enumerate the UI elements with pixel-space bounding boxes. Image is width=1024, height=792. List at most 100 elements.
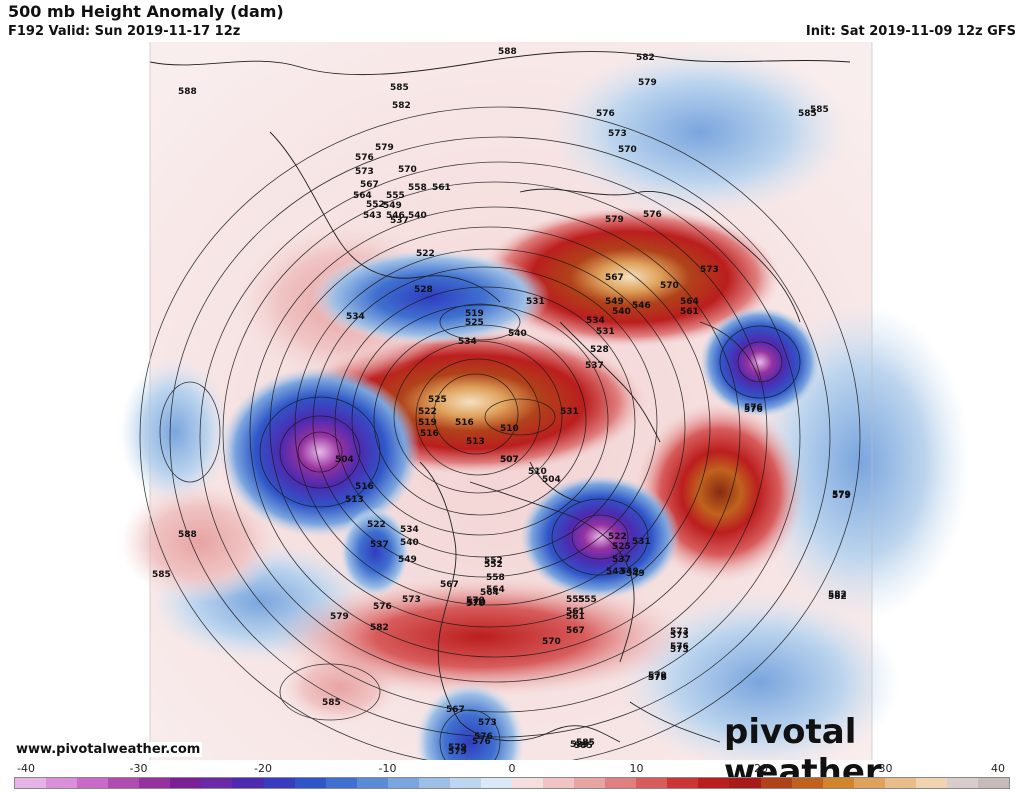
contour-label: 537 [612, 555, 631, 565]
contour-label: 585 [152, 570, 171, 580]
contour-label: 573 [402, 595, 421, 605]
anomaly-blue-northeast [550, 47, 850, 217]
contour-label: 528 [590, 345, 609, 355]
contour-label: 555 [578, 595, 597, 605]
colorbar-swatch [636, 778, 668, 788]
contour-label: 579 [375, 143, 394, 153]
contour-label: 576 [355, 153, 374, 163]
contour-label: 585 [576, 738, 595, 748]
contour-label: 567 [440, 580, 459, 590]
colorbar-strip [14, 777, 1010, 789]
contour-label: 567 [360, 180, 379, 190]
contour-label: 525 [428, 395, 447, 405]
contour-label: 531 [526, 297, 545, 307]
contour-label: 531 [596, 327, 615, 337]
colorbar-swatch [387, 778, 419, 788]
colorbar-tick-label: 40 [991, 762, 1005, 775]
anomaly-pink-far-west [120, 482, 280, 602]
contour-label: 513 [345, 495, 364, 505]
contour-label: 516 [355, 482, 374, 492]
contour-label: 570 [618, 145, 637, 155]
colorbar-swatch [605, 778, 637, 788]
contour-label: 585 [810, 105, 829, 115]
contour-label: 588 [178, 87, 197, 97]
contour-label: 516 [455, 418, 474, 428]
colorbar-swatch [263, 778, 295, 788]
contour-label: 582 [392, 101, 411, 111]
colorbar-swatch [108, 778, 140, 788]
contour-label: 507 [500, 455, 519, 465]
colorbar-tick-label: 0 [508, 762, 516, 775]
contour-label: 579 [448, 747, 467, 757]
contour-label: 552 [484, 556, 503, 566]
contour-label: 522 [416, 249, 435, 259]
contour-label: 576 [648, 673, 667, 683]
contour-label: 540 [400, 538, 419, 548]
colorbar-tick-label: 30 [878, 762, 893, 775]
contour-label: 504 [335, 455, 354, 465]
contour-label: 549 [383, 201, 402, 211]
contour-label: 567 [566, 626, 585, 636]
contour-label: 585 [798, 109, 817, 119]
contour-label: 510 [500, 424, 519, 434]
colorbar-swatch [791, 778, 823, 788]
colorbar-swatch [418, 778, 450, 788]
contour-label: 588 [498, 47, 517, 57]
colorbar-swatch [139, 778, 171, 788]
contour-label: 585 [322, 698, 341, 708]
contour-label: 549 [398, 555, 417, 565]
colorbar-swatch [325, 778, 357, 788]
valid-time: F192 Valid: Sun 2019-11-17 12z [8, 24, 241, 39]
contour-label: 576 [474, 732, 493, 742]
colorbar-tick-label: -30 [129, 762, 148, 775]
contour-label: 564 [353, 191, 372, 201]
contour-label: 525 [612, 542, 631, 552]
colorbar-swatch [201, 778, 233, 788]
contour-label: 549 [605, 297, 624, 307]
contour-label: 582 [636, 53, 655, 63]
contour-label: 585 [390, 83, 409, 93]
contour-label: 576 [670, 642, 689, 652]
website-label: www.pivotalweather.com [14, 742, 203, 757]
contour-label: 543 [363, 211, 382, 221]
anomaly-blue-hudson-low [340, 507, 410, 597]
colorbar-swatch [698, 778, 730, 788]
colorbar-tick-label: 10 [629, 762, 644, 775]
colorbar-swatch [512, 778, 544, 788]
contour-label: 570 [467, 598, 486, 608]
contour-label: 576 [744, 403, 763, 413]
contour-label: 555 [566, 595, 585, 605]
contour-label: 534 [586, 316, 605, 326]
contour-label: 585 [570, 740, 589, 750]
contour-label: 546 [386, 211, 405, 221]
contour-label: 555 [386, 191, 405, 201]
colorbar-tick-label: -20 [254, 762, 272, 775]
contour-label: 519 [465, 309, 484, 319]
contour-label: 540 [408, 211, 427, 221]
contour-label: 549 [620, 567, 639, 577]
contour-label: 579 [605, 215, 624, 225]
contour-label: 525 [465, 318, 484, 328]
contour-label: 570 [542, 637, 561, 647]
map-panel: 588 588 585 582 579 576 573 570 567 564 … [0, 42, 1024, 792]
colorbar-tick-label: -40 [17, 762, 35, 775]
contour-label: 546 [632, 301, 651, 311]
anomaly-blue-japan [700, 307, 820, 417]
contour-label: 582 [370, 623, 389, 633]
contour-label: 534 [346, 312, 365, 322]
contour-label: 534 [458, 337, 477, 347]
contour-label: 522 [608, 532, 627, 542]
contour-label: 570 [398, 165, 417, 175]
contour-label: 522 [367, 520, 386, 530]
contour-label: 570 [466, 599, 485, 609]
colorbar-swatch [294, 778, 326, 788]
anomaly-map: 588 588 585 582 579 576 573 570 567 564 … [0, 42, 1024, 792]
contour-label: 552 [366, 200, 385, 210]
colorbar-tick-label: -10 [378, 762, 397, 775]
anomaly-red-siberia [480, 207, 780, 347]
contour-label: 582 [828, 590, 847, 600]
contour-label: 552 [484, 560, 503, 570]
colorbar-swatch [729, 778, 761, 788]
contour-label: 510 [528, 467, 547, 477]
colorbar-swatch [46, 778, 78, 788]
